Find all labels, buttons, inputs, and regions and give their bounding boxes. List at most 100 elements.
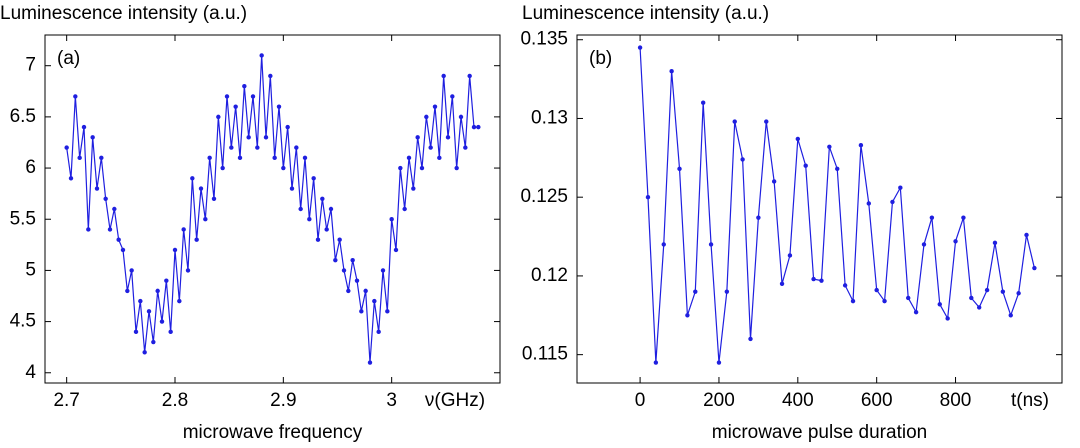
data-point (294, 145, 299, 150)
data-point (819, 278, 824, 283)
data-line (639, 47, 1035, 363)
data-point (882, 298, 887, 304)
data-point (748, 336, 753, 342)
data-point (333, 257, 338, 263)
data-point (669, 69, 674, 74)
data-point (913, 309, 919, 315)
data-point (432, 104, 438, 109)
data-point (220, 165, 225, 171)
data-point (906, 295, 911, 301)
data-point (354, 278, 360, 283)
data-point (90, 135, 95, 140)
data-point (151, 339, 156, 345)
data-point (168, 329, 173, 335)
data-point (302, 155, 308, 161)
data-point (764, 119, 769, 124)
data-point (64, 145, 69, 150)
data-point (320, 196, 325, 201)
data-point (346, 288, 351, 294)
plot-frame (576, 34, 1063, 384)
data-point (419, 165, 425, 171)
data-point (281, 165, 286, 171)
data-point (984, 287, 990, 293)
data-point (708, 242, 714, 247)
x-tick-label: 3 (386, 390, 397, 411)
data-point (363, 288, 368, 294)
x-tick-label: 200 (703, 390, 735, 411)
data-point (120, 247, 126, 253)
data-point (255, 145, 260, 150)
data-point (398, 165, 403, 171)
data-point (185, 268, 191, 273)
data-point (194, 237, 199, 242)
panel-label: (b) (589, 48, 612, 69)
data-point (424, 114, 429, 120)
data-point (756, 215, 761, 220)
y-tick-label: 4 (25, 362, 36, 383)
x-unit-label: ν(GHz) (425, 390, 485, 411)
data-point (716, 360, 722, 365)
data-point (953, 239, 958, 244)
data-point (272, 155, 277, 161)
data-point (367, 360, 373, 365)
x-tick-label: 2.9 (270, 390, 296, 411)
data-point (289, 186, 295, 191)
data-point (125, 288, 130, 294)
data-point (411, 186, 416, 191)
x-tick-label: 0 (635, 390, 646, 411)
data-point (445, 135, 451, 140)
y-tick-label: 6 (25, 157, 36, 178)
x-axis-title: microwave frequency (183, 422, 363, 443)
data-point (795, 136, 801, 142)
y-tick-label: 6.5 (10, 106, 36, 127)
data-point (898, 185, 903, 190)
y-axis-title: Luminescence intensity (a.u.) (0, 3, 247, 24)
data-point (190, 176, 195, 181)
data-point (81, 124, 87, 130)
y-tick-label: 7 (25, 55, 36, 76)
data-point (458, 114, 464, 120)
data-point (441, 73, 446, 79)
data-point (389, 217, 394, 222)
data-point (328, 206, 334, 212)
x-tick-label: 400 (782, 390, 814, 411)
data-point (677, 166, 682, 172)
data-point (242, 83, 247, 89)
data-point (211, 196, 217, 201)
data-point (233, 104, 238, 109)
data-point (207, 155, 212, 161)
data-point (146, 309, 152, 314)
data-point (1024, 232, 1029, 238)
data-point (787, 253, 793, 258)
data-point (685, 313, 690, 318)
data-point (129, 268, 134, 273)
data-point (890, 199, 895, 205)
data-point (216, 114, 221, 120)
x-tick-label: 2.7 (53, 390, 79, 411)
data-point (700, 100, 706, 105)
data-point (172, 247, 178, 253)
data-point (203, 217, 208, 222)
panel-label: (a) (57, 48, 80, 69)
data-point (771, 179, 777, 184)
y-tick-label: 0.125 (520, 186, 568, 207)
data-point (945, 316, 950, 321)
data-point (1008, 313, 1013, 318)
data-point (250, 94, 256, 99)
data-point (740, 157, 745, 162)
data-point (850, 298, 856, 304)
plot-frame (44, 34, 501, 384)
x-tick-label: 800 (940, 390, 972, 411)
data-point (138, 298, 143, 304)
x-tick-label: 2.8 (162, 390, 188, 411)
data-point (937, 302, 942, 307)
y-tick-label: 0.12 (531, 265, 568, 286)
data-point (237, 155, 243, 161)
data-point (103, 196, 108, 201)
data-point (463, 145, 468, 150)
data-point (285, 124, 290, 130)
data-point (73, 94, 78, 99)
data-point (155, 288, 160, 294)
data-point (1032, 265, 1037, 271)
x-axis-title: microwave pulse duration (712, 422, 927, 443)
